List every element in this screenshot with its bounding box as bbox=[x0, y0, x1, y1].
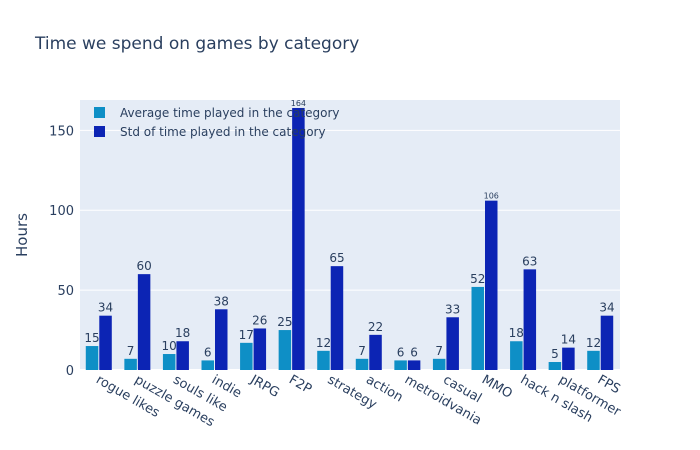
data-label: 26 bbox=[252, 313, 267, 327]
legend-label[interactable]: Average time played in the category bbox=[120, 106, 340, 120]
data-label: 25 bbox=[277, 315, 292, 329]
data-label: 65 bbox=[329, 251, 344, 265]
x-tick-label: F2P bbox=[286, 372, 314, 397]
bar-series-2[interactable] bbox=[369, 334, 382, 370]
bar-series-1[interactable] bbox=[162, 354, 176, 370]
data-label: 7 bbox=[435, 344, 443, 358]
data-label: 12 bbox=[316, 336, 331, 350]
plot-background bbox=[80, 100, 620, 370]
y-tick-label: 100 bbox=[49, 204, 74, 219]
data-label: 18 bbox=[509, 326, 524, 340]
bar-series-1[interactable] bbox=[278, 330, 292, 370]
legend[interactable]: Average time played in the category Std o… bbox=[94, 106, 340, 139]
data-label: 7 bbox=[127, 344, 135, 358]
data-label: 6 bbox=[397, 345, 405, 359]
bar-series-1[interactable] bbox=[471, 286, 485, 370]
bar-series-1[interactable] bbox=[432, 358, 446, 370]
y-axis-label: Hours bbox=[13, 213, 31, 257]
bar-series-1[interactable] bbox=[548, 362, 562, 370]
y-axis-ticks: 0 50 100 150 bbox=[49, 124, 74, 379]
bar-series-2[interactable] bbox=[600, 315, 614, 370]
bar-series-1[interactable] bbox=[355, 358, 369, 370]
bar-series-2[interactable] bbox=[176, 341, 189, 370]
bar-series-2[interactable] bbox=[253, 328, 267, 370]
data-label: 63 bbox=[522, 254, 537, 268]
bar-series-2[interactable] bbox=[562, 347, 575, 370]
data-label: 6 bbox=[410, 345, 418, 359]
data-label: 38 bbox=[214, 294, 229, 308]
chart-title: Time we spend on games by category bbox=[35, 34, 360, 54]
y-tick-label: 50 bbox=[57, 284, 74, 299]
bar-series-1[interactable] bbox=[587, 350, 600, 370]
data-label: 5 bbox=[551, 347, 559, 361]
bar-series-1[interactable] bbox=[240, 342, 253, 370]
data-label: 10 bbox=[162, 339, 177, 353]
bar-series-2[interactable] bbox=[292, 107, 305, 371]
data-label: 22 bbox=[368, 320, 383, 334]
data-label: 52 bbox=[470, 272, 485, 286]
bar-series-1[interactable] bbox=[201, 360, 215, 370]
data-label: 12 bbox=[586, 336, 601, 350]
bar-series-2[interactable] bbox=[330, 266, 344, 370]
data-label: 14 bbox=[561, 333, 576, 347]
data-label: 106 bbox=[484, 192, 499, 201]
data-label: 60 bbox=[136, 259, 151, 273]
bar-series-2[interactable] bbox=[137, 274, 151, 370]
bar-series-1[interactable] bbox=[124, 358, 137, 370]
bars bbox=[85, 107, 614, 371]
data-label: 6 bbox=[204, 345, 212, 359]
data-label: 15 bbox=[84, 331, 99, 345]
bar-series-2[interactable] bbox=[485, 200, 498, 370]
data-label: 33 bbox=[445, 302, 460, 316]
legend-label[interactable]: Std of time played in the category bbox=[120, 125, 326, 139]
bar-series-1[interactable] bbox=[510, 341, 523, 370]
bar-series-2[interactable] bbox=[99, 315, 112, 370]
bar-series-1[interactable] bbox=[394, 360, 407, 370]
bar-series-1[interactable] bbox=[317, 350, 330, 370]
x-tick-label: JRPG bbox=[247, 372, 282, 401]
data-label: 164 bbox=[291, 99, 306, 108]
bar-series-1[interactable] bbox=[85, 346, 99, 370]
data-label: 34 bbox=[599, 301, 614, 315]
y-tick-label: 150 bbox=[49, 124, 74, 139]
data-label: 7 bbox=[358, 344, 366, 358]
data-label: 17 bbox=[239, 328, 254, 342]
x-tick-label: MMO bbox=[479, 372, 515, 401]
bar-series-2[interactable] bbox=[446, 317, 459, 370]
data-label: 18 bbox=[175, 326, 190, 340]
bar-series-2[interactable] bbox=[407, 360, 421, 370]
bar-series-2[interactable] bbox=[215, 309, 228, 370]
legend-swatch[interactable] bbox=[94, 107, 105, 118]
y-tick-label: 0 bbox=[66, 364, 74, 379]
data-label: 34 bbox=[98, 301, 113, 315]
legend-swatch[interactable] bbox=[94, 126, 105, 137]
bar-series-2[interactable] bbox=[523, 269, 537, 370]
